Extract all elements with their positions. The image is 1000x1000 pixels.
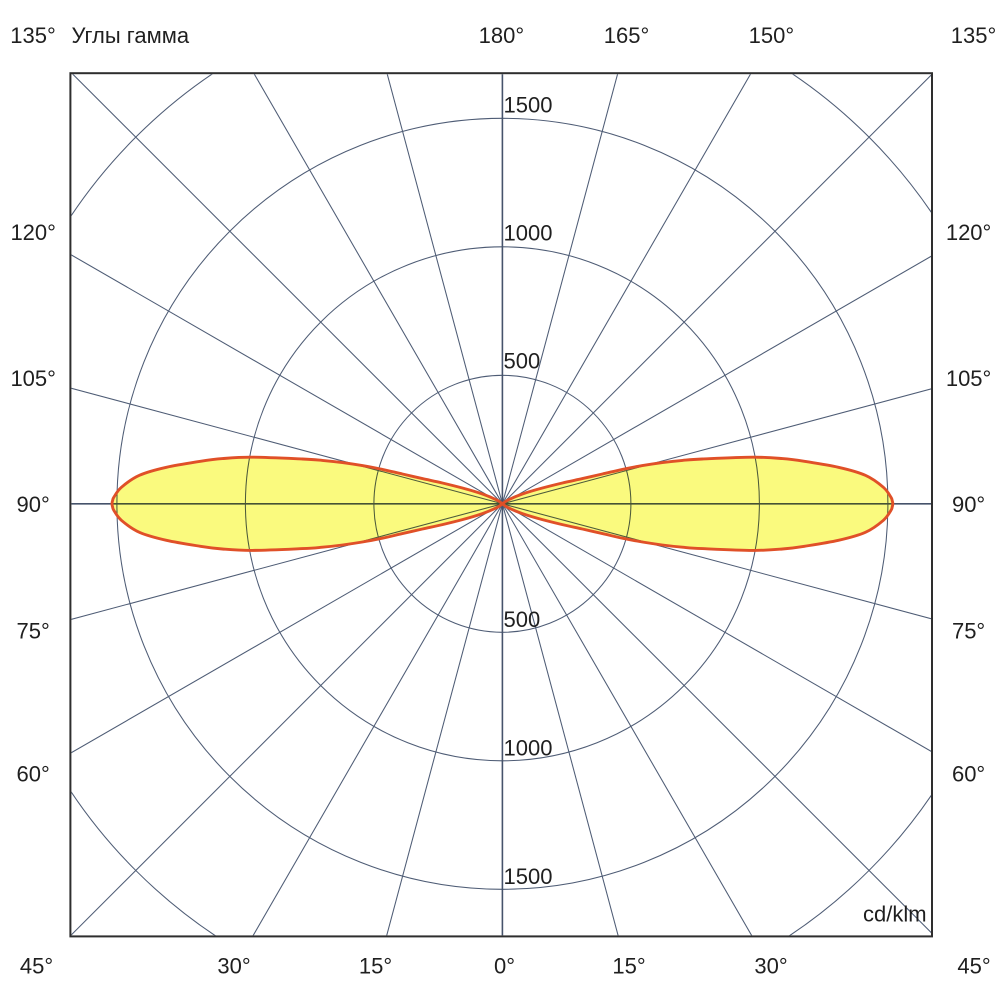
svg-text:135°: 135° [951, 23, 997, 48]
svg-text:30°: 30° [754, 954, 787, 979]
svg-text:Углы гамма: Углы гамма [72, 23, 190, 48]
svg-text:15°: 15° [359, 954, 392, 979]
svg-text:105°: 105° [10, 366, 56, 391]
svg-text:165°: 165° [604, 23, 650, 48]
svg-text:90°: 90° [952, 492, 985, 517]
svg-text:75°: 75° [952, 619, 985, 644]
svg-text:180°: 180° [479, 23, 525, 48]
svg-text:75°: 75° [17, 619, 50, 644]
svg-text:45°: 45° [20, 954, 53, 979]
svg-text:90°: 90° [17, 492, 50, 517]
svg-text:60°: 60° [17, 761, 50, 786]
svg-text:500: 500 [504, 349, 541, 374]
svg-text:135°: 135° [10, 23, 56, 48]
svg-text:150°: 150° [749, 23, 795, 48]
svg-text:1000: 1000 [504, 221, 553, 246]
svg-text:0°: 0° [494, 954, 515, 979]
svg-text:1000: 1000 [504, 736, 553, 761]
svg-text:120°: 120° [10, 220, 56, 245]
svg-text:500: 500 [504, 607, 541, 632]
svg-text:105°: 105° [946, 366, 992, 391]
svg-text:1500: 1500 [504, 864, 553, 889]
svg-text:30°: 30° [217, 954, 250, 979]
svg-text:45°: 45° [957, 954, 990, 979]
svg-text:15°: 15° [612, 954, 645, 979]
svg-text:120°: 120° [946, 220, 992, 245]
svg-text:60°: 60° [952, 761, 985, 786]
svg-text:1500: 1500 [504, 92, 553, 117]
svg-text:cd/klm: cd/klm [863, 902, 927, 927]
